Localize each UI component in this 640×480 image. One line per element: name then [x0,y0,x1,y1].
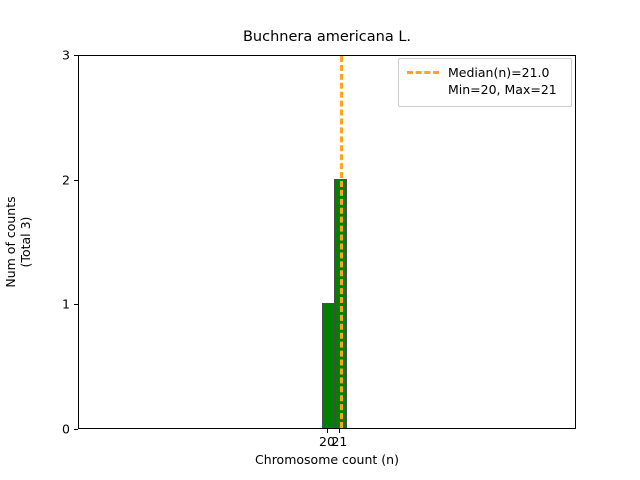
y-tick-mark [74,429,78,430]
y-tick-label: 0 [62,421,70,437]
legend-entry-text: Median(n)=21.0 Min=20, Max=21 [448,65,557,99]
y-axis-label-line2: (Total 3) [18,216,33,268]
y-tick-mark [74,179,78,181]
y-axis-label: Num of counts (Total 3) [3,196,34,287]
legend: Median(n)=21.0 Min=20, Max=21 [398,58,572,107]
x-tick-mark [339,429,341,433]
legend-range-label: Min=20, Max=21 [448,81,557,97]
x-tick-label: 21 [331,434,348,449]
x-tick-label: 20 [319,434,335,449]
y-tick-label: 2 [62,172,70,188]
x-tick-mark [327,429,328,433]
y-tick-label: 3 [62,47,70,63]
legend-dashed-line-icon [407,71,439,74]
y-tick-mark [74,55,78,56]
plot-inner [79,56,575,428]
y-axis-label-wrap: Num of counts (Total 3) [0,0,36,480]
y-axis-label-line1: Num of counts [2,196,18,288]
y-tick-mark [74,304,78,306]
median-line [340,56,344,428]
chart-title: Buchnera americana L. [242,29,412,45]
legend-median-label: Median(n)=21.0 [448,65,550,80]
x-axis-label: Chromosome count (n) [255,452,399,467]
plot-area [78,55,576,429]
bar-20 [321,303,335,428]
y-tick-label: 1 [62,296,70,312]
